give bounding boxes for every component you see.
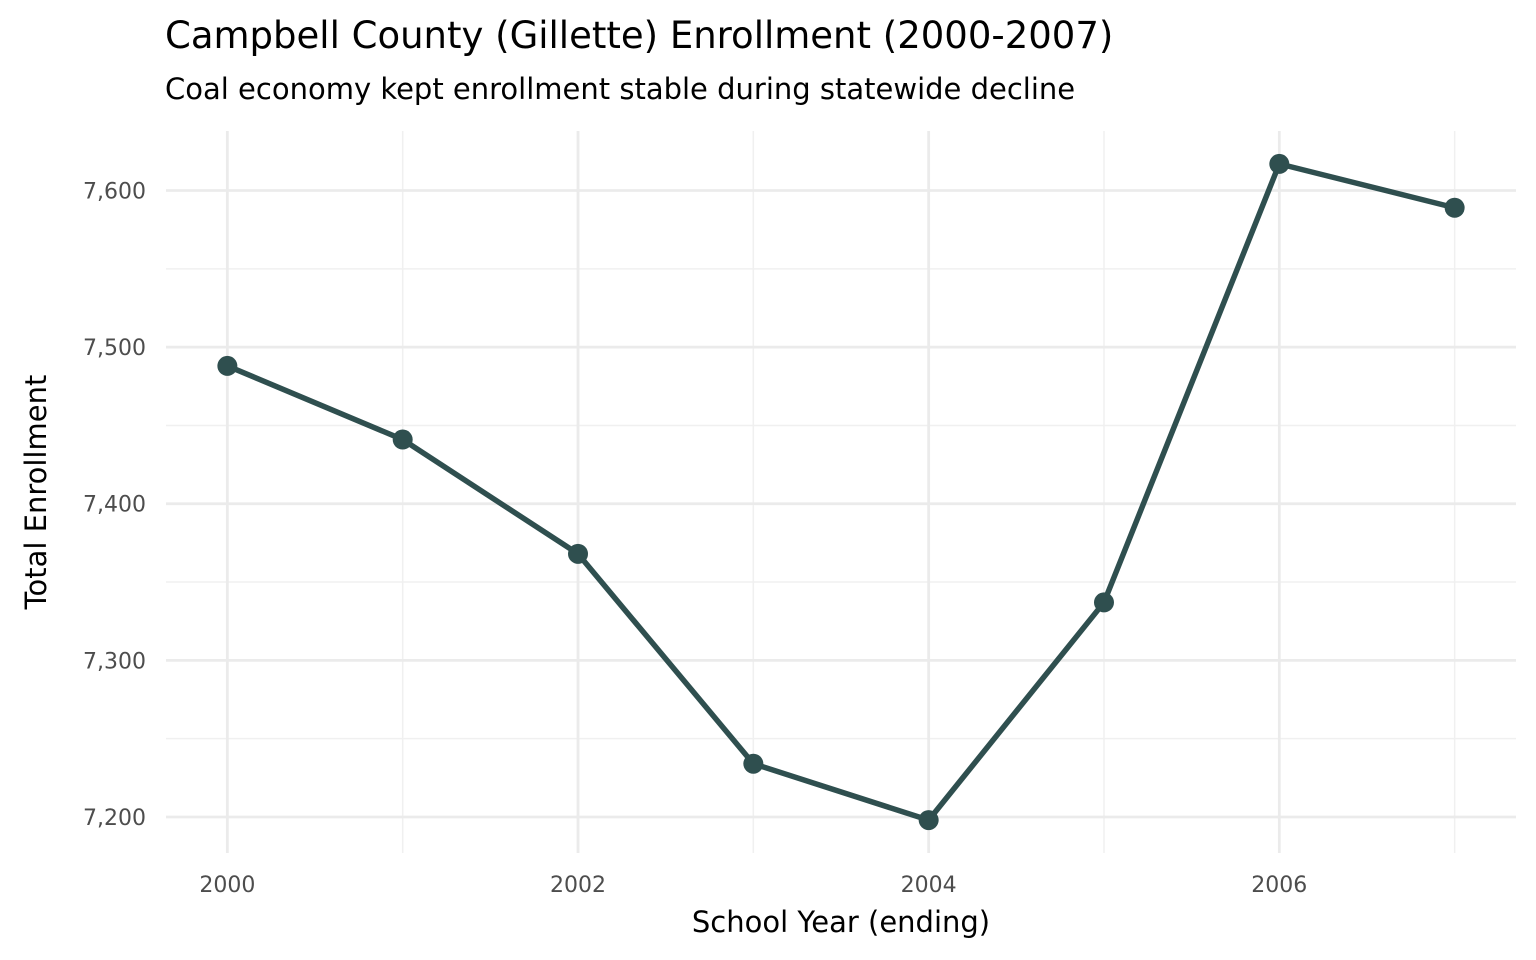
data-point-2000 (217, 355, 238, 376)
data-point-2003 (743, 753, 764, 774)
chart-title: Campbell County (Gillette) Enrollment (2… (165, 14, 1114, 57)
y-tick-label: 7,400 (83, 493, 146, 518)
data-point-2004 (918, 810, 939, 831)
chart-subtitle: Coal economy kept enrollment stable duri… (165, 72, 1076, 106)
data-point-2007 (1444, 197, 1465, 218)
y-tick-label: 7,500 (83, 336, 146, 361)
x-tick-label: 2002 (550, 873, 606, 898)
y-tick-label: 7,600 (83, 180, 146, 205)
grid (166, 131, 1516, 853)
data-point-2006 (1269, 153, 1290, 174)
x-tick-label: 2006 (1251, 873, 1307, 898)
data-point-2002 (568, 543, 589, 564)
y-axis-label: Total Enrollment (19, 375, 53, 611)
x-tick-label: 2000 (199, 873, 255, 898)
data-point-2005 (1093, 592, 1114, 613)
y-tick-label: 7,300 (83, 649, 146, 674)
x-axis-label: School Year (ending) (692, 905, 990, 939)
series-line (226, 161, 1456, 823)
x-tick-label: 2004 (901, 873, 957, 898)
tick-labels: 7,200 7,300 7,400 7,500 7,600 2000 2002 2004 200… (83, 180, 1307, 898)
data-point-2001 (392, 429, 413, 450)
y-tick-label: 7,200 (83, 806, 146, 831)
series (217, 153, 1465, 831)
